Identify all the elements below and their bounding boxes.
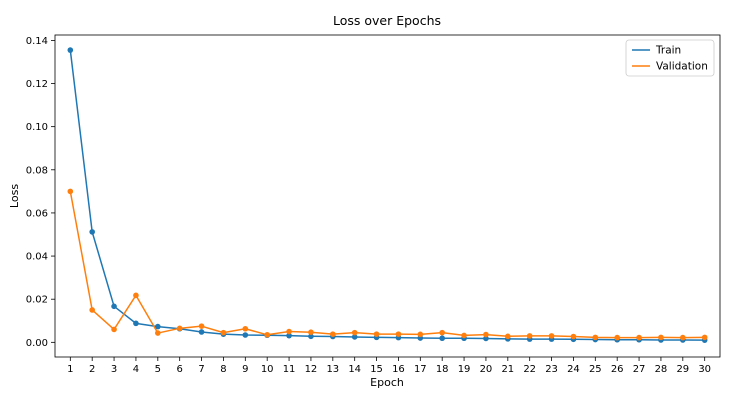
- train-point: [111, 303, 117, 310]
- validation-point: [570, 333, 577, 340]
- train-point: [155, 323, 161, 330]
- train-point: [308, 333, 314, 340]
- legend-box: [625, 39, 715, 77]
- validation-point: [548, 333, 555, 339]
- x-tick-label: 19: [458, 364, 471, 375]
- validation-point: [592, 334, 599, 341]
- plot-area: 0.000.020.040.060.080.100.120.141 2 3 4 5 6 7 8…: [26, 34, 721, 375]
- x-tick-label: 16: [392, 364, 405, 375]
- x-tick-label: 5: [155, 364, 161, 375]
- x-tick-label: 24: [567, 364, 580, 375]
- x-tick-label: 27: [633, 364, 646, 375]
- validation-point: [111, 326, 117, 333]
- validation-point: [67, 188, 74, 195]
- validation-point: [483, 331, 489, 338]
- x-tick-label: 14: [348, 364, 361, 375]
- validation-point: [133, 292, 139, 299]
- y-tick-label: 0.02: [26, 295, 48, 306]
- y-tick-label: 0.12: [26, 79, 48, 90]
- validation-point: [155, 330, 161, 336]
- validation-point: [461, 332, 467, 339]
- x-axis-title: Epoch: [370, 376, 404, 389]
- x-tick-label: 22: [523, 364, 536, 375]
- train-point: [483, 335, 489, 342]
- train-point: [286, 332, 292, 339]
- validation-line: [69, 191, 705, 339]
- x-tick-label: 1: [67, 364, 73, 375]
- validation-point: [351, 329, 358, 336]
- x-tick-label: 2: [89, 364, 95, 375]
- legend-label-validation: Validation: [656, 61, 708, 73]
- validation-point: [658, 334, 664, 341]
- x-tick-label: 29: [676, 364, 689, 375]
- train-point: [89, 229, 95, 235]
- x-tick-label: 30: [698, 364, 711, 375]
- validation-point: [89, 307, 95, 313]
- validation-point: [308, 329, 314, 335]
- chart-title: Loss over Epochs: [333, 13, 441, 28]
- x-tick-label: 25: [589, 364, 602, 375]
- validation-point: [636, 334, 642, 341]
- validation-point: [176, 325, 183, 332]
- y-tick-label: 0.00: [26, 338, 48, 349]
- y-tick-label: 0.04: [26, 252, 48, 263]
- x-tick-label: 26: [611, 364, 624, 375]
- x-tick-label: 18: [436, 364, 449, 375]
- train-point: [198, 329, 205, 335]
- x-tick-label: 20: [480, 364, 493, 375]
- x-tick-label: 7: [198, 364, 204, 375]
- validation-point: [220, 329, 227, 336]
- x-tick-label: 23: [545, 364, 558, 375]
- y-axis-title: Loss: [8, 184, 21, 208]
- x-tick-label: 28: [655, 364, 668, 375]
- train-point: [133, 320, 139, 327]
- validation-point: [330, 331, 336, 337]
- validation-point: [505, 333, 511, 340]
- validation-point: [614, 334, 620, 341]
- y-tick-label: 0.10: [26, 122, 48, 133]
- x-tick-label: 8: [220, 364, 226, 375]
- x-tick-label: 13: [326, 364, 339, 375]
- x-tick-label: 10: [261, 364, 274, 375]
- train-point: [351, 334, 358, 340]
- y-tick-label: 0.08: [26, 165, 48, 176]
- x-tick-label: 4: [133, 364, 139, 375]
- validation-point: [264, 331, 270, 338]
- validation-point: [242, 325, 249, 332]
- train-point: [242, 332, 249, 338]
- x-tick-label: 6: [177, 364, 183, 375]
- train-point: [67, 47, 74, 53]
- legend-label-train: Train: [655, 45, 681, 57]
- y-tick-label: 0.06: [26, 208, 48, 219]
- x-tick-label: 15: [370, 364, 383, 375]
- validation-point: [526, 333, 533, 339]
- validation-point: [198, 323, 205, 329]
- validation-point: [417, 331, 424, 338]
- legend: Train Validation: [625, 39, 715, 77]
- x-tick-label: 11: [283, 364, 296, 375]
- plot-frame: [54, 34, 721, 358]
- x-tick-label: 9: [242, 364, 248, 375]
- x-tick-label: 21: [501, 364, 514, 375]
- validation-point: [680, 334, 686, 341]
- x-tick-label: 12: [305, 364, 318, 375]
- validation-point: [373, 331, 380, 337]
- validation-point: [701, 334, 708, 341]
- train-point: [439, 335, 445, 342]
- validation-point: [439, 329, 445, 336]
- validation-point: [286, 328, 292, 335]
- y-tick-label: 0.14: [26, 36, 48, 47]
- validation-point: [395, 331, 402, 337]
- x-tick-label: 3: [111, 364, 117, 375]
- x-tick-label: 17: [414, 364, 427, 375]
